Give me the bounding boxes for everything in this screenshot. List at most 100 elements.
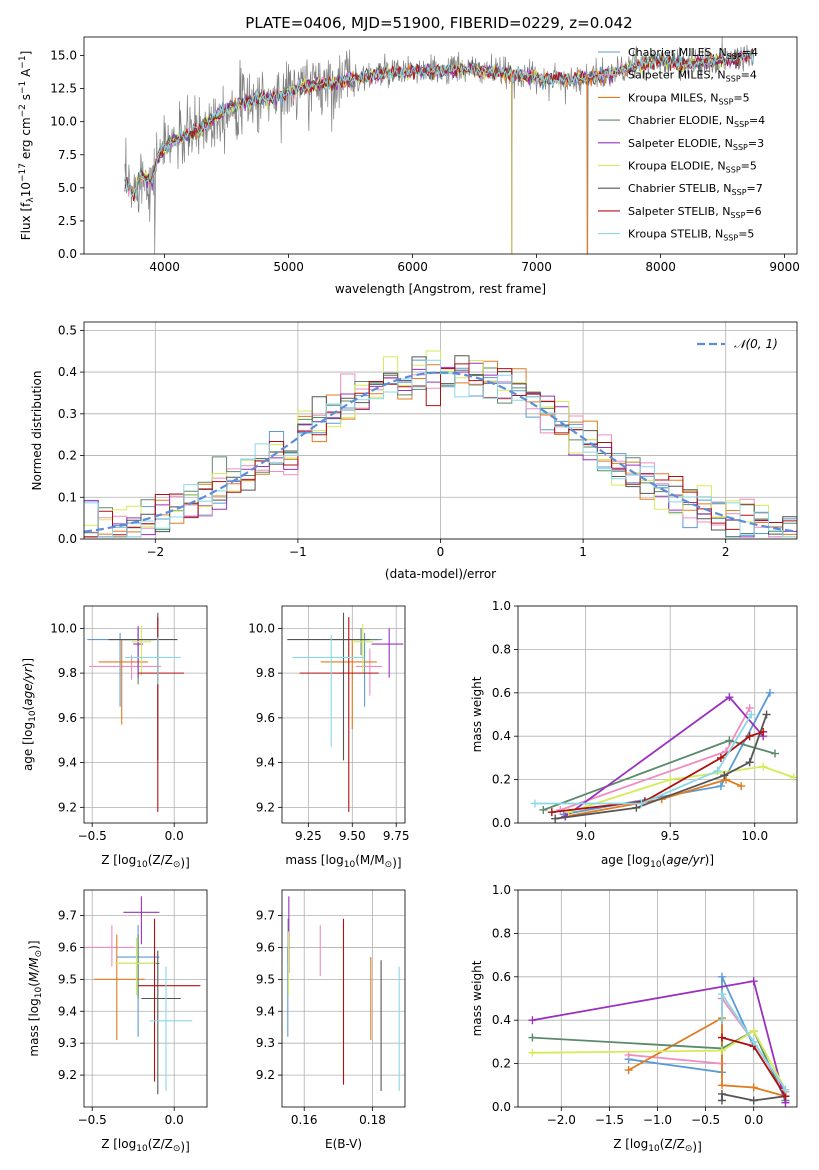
plus-marker	[759, 762, 768, 771]
y-tick-label: 0.6	[492, 970, 511, 984]
mass-weight-line	[721, 991, 787, 1091]
plot-area	[83, 350, 798, 538]
x-tick-label: 6000	[397, 260, 428, 274]
y-tick-label: 0.4	[492, 729, 511, 743]
plus-marker	[749, 1037, 758, 1046]
legend-label: Chabrier MILES, NSSP=4	[628, 46, 758, 61]
y-tick-label: 7.5	[58, 148, 77, 162]
mass-weight-line	[532, 1029, 787, 1101]
y-tick-label: 1.0	[492, 883, 511, 897]
y-tick-label: 10.0	[248, 621, 275, 635]
plus-marker	[528, 1048, 537, 1057]
axes-frame	[517, 889, 798, 1108]
axes-frame	[83, 605, 208, 824]
plus-marker	[749, 1027, 758, 1036]
panel-spectrum: 4000 5000 6000 7000 8000 9000 0.0 2.5 5.0 7.5 10.0…	[18, 36, 800, 296]
plus-marker	[539, 805, 548, 814]
axes-frame	[83, 889, 208, 1108]
x-tick-label: 0.16	[291, 1113, 318, 1127]
mass-weight-line	[532, 1029, 787, 1091]
plus-marker	[528, 1033, 537, 1042]
y-tick-label: 0.4	[58, 365, 77, 379]
y-tick-label: 0.1	[58, 490, 77, 504]
y-tick-label: 9.6	[256, 940, 275, 954]
y-tick-label: 9.4	[58, 756, 77, 770]
x-tick-label: 9.75	[383, 829, 410, 843]
y-axis-label: mass weight	[470, 676, 484, 752]
residual-histogram	[84, 363, 797, 538]
x-axis-label: age [log10(age/yr)]	[601, 853, 714, 870]
x-tick-label: 9000	[769, 260, 800, 274]
x-tick-label: 2	[722, 545, 730, 559]
plus-marker	[717, 1089, 726, 1098]
plus-marker	[745, 758, 754, 767]
y-tick-label: 9.5	[256, 972, 275, 986]
plus-marker	[762, 710, 771, 719]
y-tick-label: 0.5	[58, 323, 77, 337]
x-tick-label: 1	[579, 545, 587, 559]
y-tick-label: 9.2	[256, 1068, 275, 1082]
plus-marker	[749, 977, 758, 986]
legend-label: Chabrier STELIB, NSSP=7	[628, 182, 763, 197]
figure-title: PLATE=0406, MJD=51900, FIBERID=0229, z=0…	[245, 14, 632, 32]
y-axis-label: age [log10(age/yr)]	[21, 658, 38, 771]
x-axis-label: Z [log10(Z/Z⊙)]	[101, 1137, 190, 1154]
legend-label: Chabrier ELODIE, NSSP=4	[628, 114, 765, 129]
y-axis-label: mass [log10(M/M⊙)]	[27, 940, 44, 1056]
model-spectrum	[124, 49, 755, 199]
x-tick-label: 10.0	[741, 829, 768, 843]
y-tick-label: 10.0	[50, 621, 77, 635]
legend-label: Salpeter MILES, NSSP=4	[628, 69, 757, 84]
plus-marker	[713, 766, 722, 775]
y-tick-label: 0.4	[492, 1013, 511, 1027]
x-axis-label: mass [log10(M/M⊙)]	[285, 853, 401, 870]
mass-weight-line	[534, 714, 753, 805]
y-tick-label: 9.8	[256, 666, 275, 680]
normal-curve	[83, 371, 798, 533]
plus-marker	[717, 990, 726, 999]
y-tick-label: 9.5	[58, 972, 77, 986]
plus-marker	[717, 1033, 726, 1042]
x-tick-label: −2	[146, 545, 164, 559]
plus-marker	[745, 732, 754, 741]
x-tick-label: −0.5	[78, 829, 107, 843]
legend-label: Salpeter STELIB, NSSP=6	[628, 205, 762, 220]
x-tick-label: −1.5	[595, 1113, 624, 1127]
plus-marker	[725, 693, 734, 702]
y-tick-label: 5.0	[58, 181, 77, 195]
y-tick-label: 9.4	[256, 1004, 275, 1018]
y-tick-label: 9.4	[58, 1004, 77, 1018]
mass-weight-line	[628, 1016, 786, 1098]
y-axis-label: Normed distribution	[30, 371, 44, 491]
y-tick-label: 10.0	[50, 115, 77, 129]
mass-weight-line	[532, 980, 787, 1103]
y-tick-label: 0.0	[58, 247, 77, 261]
residual-histogram	[84, 359, 797, 538]
x-tick-label: −1	[289, 545, 307, 559]
x-tick-label: 9.25	[295, 829, 322, 843]
y-tick-label: 0.0	[492, 816, 511, 830]
y-tick-label: 0.0	[58, 532, 77, 546]
axes-frame	[517, 605, 798, 824]
panel-mass-weight-vs-age: 9.0 9.5 10.0 0.0 0.2 0.4 0.6 0.8 1.0 mass weight a…	[470, 599, 798, 870]
axes-frame	[83, 36, 798, 255]
y-tick-label: 9.6	[58, 940, 77, 954]
plus-marker	[717, 1016, 726, 1025]
plot-area	[528, 972, 790, 1107]
plus-marker	[716, 753, 725, 762]
plot-area	[124, 36, 755, 255]
plus-marker	[781, 1085, 790, 1094]
y-tick-label: 9.7	[58, 909, 77, 923]
x-axis-label: Z [log10(Z/Z⊙)]	[613, 1137, 702, 1154]
x-tick-label: 0.0	[165, 829, 184, 843]
plus-marker	[716, 782, 725, 791]
plus-marker	[789, 773, 798, 782]
mass-weight-line	[565, 778, 742, 818]
legend-label: Salpeter ELODIE, NSSP=3	[628, 137, 764, 152]
plus-marker	[725, 736, 734, 745]
y-tick-label: 0.2	[58, 449, 77, 463]
y-tick-label: 9.7	[256, 909, 275, 923]
plot-area	[87, 612, 185, 812]
plus-marker	[547, 808, 556, 817]
plus-marker	[530, 799, 539, 808]
